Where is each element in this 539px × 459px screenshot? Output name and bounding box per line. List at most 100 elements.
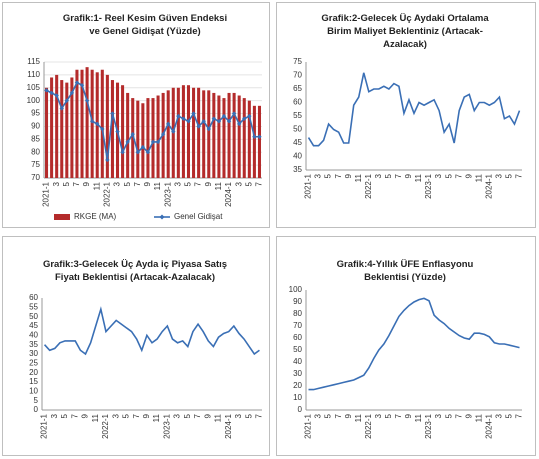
- x-tick-label: 2024-1: [484, 173, 493, 198]
- marker: [171, 129, 176, 134]
- marker: [206, 126, 211, 132]
- bar: [176, 87, 180, 178]
- x-tick-label: 7: [194, 181, 203, 186]
- x-tick-label: 7: [394, 413, 403, 418]
- marker: [64, 98, 70, 103]
- line: [308, 297, 520, 391]
- x-tick-label: 7: [394, 173, 403, 178]
- marker: [221, 113, 227, 119]
- x-tick-label: 7: [193, 413, 202, 418]
- y-tick-label: 105: [27, 83, 41, 92]
- x-tick-label: 5: [324, 413, 333, 418]
- x-tick-label: 7: [132, 413, 141, 418]
- marker: [89, 119, 95, 124]
- bar: [75, 69, 79, 178]
- y-tick-label: 60: [293, 98, 302, 107]
- x-tick-label: 7: [70, 413, 79, 418]
- y-tick-label: 60: [29, 293, 38, 302]
- marker: [145, 150, 151, 155]
- x-tick-label: 2021-1: [40, 413, 49, 438]
- x-tick-label: 2023-1: [163, 181, 172, 206]
- x-tick-label: 7: [334, 173, 343, 178]
- x-tick-label: 7: [454, 413, 463, 418]
- bar: [222, 98, 226, 178]
- x-tick-label: 9: [203, 413, 212, 418]
- bar: [70, 77, 74, 178]
- x-tick-label: 2023-1: [424, 173, 433, 198]
- x-tick-label: 9: [344, 413, 353, 418]
- y-tick-label: 70: [31, 173, 40, 182]
- y-tick-label: 40: [293, 357, 302, 366]
- x-tick-label: 3: [52, 181, 61, 186]
- marker: [140, 144, 146, 150]
- bar: [217, 95, 221, 178]
- y-tick-label: 75: [31, 160, 40, 169]
- bar: [207, 90, 211, 178]
- marker: [211, 116, 217, 121]
- y-tick-label: 40: [293, 152, 302, 161]
- x-tick-label: 9: [404, 413, 413, 418]
- y-tick-label: 50: [29, 312, 38, 321]
- y-tick-label: 90: [31, 122, 40, 131]
- y-tick-label: 0: [298, 405, 303, 414]
- x-tick-label: 9: [204, 181, 213, 186]
- x-tick-label: 11: [354, 173, 363, 182]
- bar: [80, 69, 84, 178]
- y-tick-label: 75: [293, 57, 302, 66]
- marker: [59, 106, 64, 111]
- bar: [232, 92, 236, 178]
- y-tick-label: 0: [34, 405, 39, 414]
- y-tick-label: 10: [29, 386, 38, 395]
- y-tick-label: 30: [293, 369, 302, 378]
- x-tick-label: 3: [314, 173, 323, 178]
- x-tick-label: 11: [414, 413, 423, 422]
- y-tick-label: 95: [31, 109, 40, 118]
- marker: [155, 139, 161, 145]
- x-tick-label: 2023-1: [424, 413, 433, 438]
- x-tick-label: 2021-1: [304, 413, 313, 438]
- x-tick-label: 5: [444, 413, 453, 418]
- bar: [257, 105, 261, 178]
- marker: [120, 150, 125, 155]
- x-tick-label: 5: [122, 413, 131, 418]
- marker: [95, 121, 100, 127]
- panel: [2, 236, 270, 456]
- bar: [85, 67, 89, 178]
- x-tick-label: 2024-1: [224, 181, 233, 206]
- marker: [226, 119, 232, 124]
- bar: [252, 105, 256, 178]
- bar: [181, 85, 185, 178]
- y-tick-label: 35: [293, 165, 302, 174]
- y-tick-label: 70: [293, 321, 302, 330]
- x-tick-label: 5: [62, 181, 71, 186]
- x-tick-label: 9: [464, 413, 473, 418]
- y-tick-label: 115: [27, 57, 40, 66]
- marker: [54, 93, 59, 98]
- marker: [186, 119, 191, 124]
- y-tick-label: 100: [289, 285, 303, 294]
- x-tick-label: 11: [91, 413, 100, 422]
- x-tick-label: 3: [173, 181, 182, 186]
- bar: [186, 85, 191, 178]
- y-tick-label: 90: [293, 297, 302, 306]
- marker: [130, 131, 135, 137]
- y-tick-label: 45: [293, 138, 302, 147]
- x-tick-label: 2021-1: [42, 181, 51, 206]
- panel: [276, 236, 536, 456]
- x-tick-label: 3: [173, 413, 182, 418]
- x-tick-label: 11: [214, 413, 223, 422]
- bar: [146, 98, 150, 178]
- y-tick-label: 15: [29, 377, 38, 386]
- x-tick-label: 2022-1: [102, 181, 111, 206]
- x-tick-label: 2022-1: [364, 413, 373, 438]
- y-tick-label: 80: [293, 309, 302, 318]
- x-tick-label: 11: [214, 181, 223, 190]
- bar: [121, 85, 125, 178]
- marker: [79, 83, 85, 88]
- x-tick-label: 3: [234, 181, 243, 186]
- y-tick-label: 50: [293, 345, 302, 354]
- bar: [136, 100, 140, 178]
- bar: [65, 82, 69, 178]
- bar: [237, 95, 241, 178]
